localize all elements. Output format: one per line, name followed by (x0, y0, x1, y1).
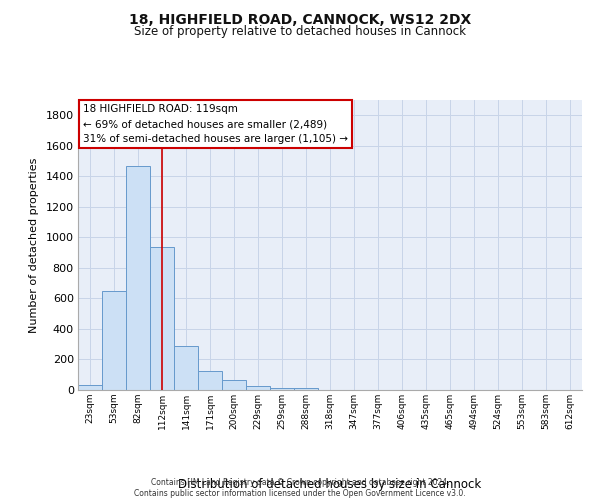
Bar (78, 384, 102, 390)
Bar (174, 346, 198, 390)
Bar (102, 291, 126, 390)
Text: Size of property relative to detached houses in Cannock: Size of property relative to detached ho… (134, 25, 466, 38)
Bar (126, 166, 150, 390)
Y-axis label: Number of detached properties: Number of detached properties (29, 158, 39, 332)
Bar (270, 388, 294, 390)
Text: 18 HIGHFIELD ROAD: 119sqm
← 69% of detached houses are smaller (2,489)
31% of se: 18 HIGHFIELD ROAD: 119sqm ← 69% of detac… (83, 104, 348, 144)
X-axis label: Distribution of detached houses by size in Cannock: Distribution of detached houses by size … (178, 478, 482, 491)
Bar (198, 371, 222, 390)
Bar (294, 388, 318, 390)
Text: Contains HM Land Registry data © Crown copyright and database right 2024.
Contai: Contains HM Land Registry data © Crown c… (134, 478, 466, 498)
Bar (150, 248, 174, 390)
Bar (246, 386, 270, 390)
Text: 18, HIGHFIELD ROAD, CANNOCK, WS12 2DX: 18, HIGHFIELD ROAD, CANNOCK, WS12 2DX (129, 12, 471, 26)
Bar (222, 380, 246, 390)
